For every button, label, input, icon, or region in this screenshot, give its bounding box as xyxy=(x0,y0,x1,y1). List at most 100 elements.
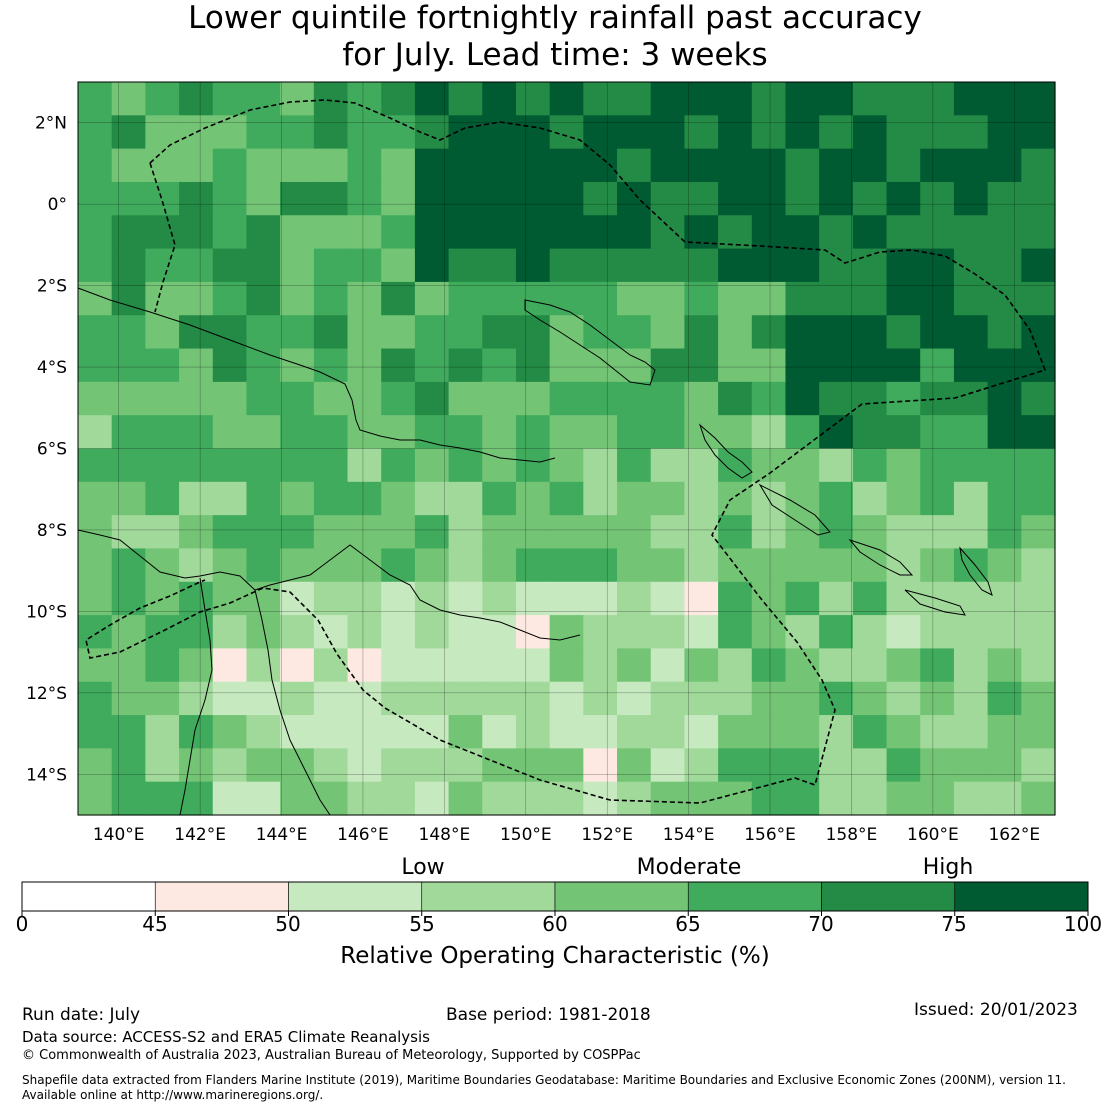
grid-cell xyxy=(179,82,214,116)
grid-cell xyxy=(718,381,753,416)
grid-cell xyxy=(111,515,146,550)
grid-cell xyxy=(78,548,113,583)
coastline-australia-cape-york xyxy=(179,577,213,816)
grid-cell xyxy=(852,415,888,450)
grid-cell xyxy=(212,348,248,383)
grid-cell xyxy=(280,415,315,450)
grid-cell xyxy=(381,548,416,583)
grid-cell xyxy=(751,548,787,583)
issued-date: Issued: 20/01/2023 xyxy=(914,1000,1078,1020)
grid-cell xyxy=(111,115,146,150)
grid-cell xyxy=(347,615,382,650)
lat-tick-label: 2°N xyxy=(35,114,67,134)
grid-cell xyxy=(718,281,753,316)
grid-cell xyxy=(583,181,618,216)
grid-cell xyxy=(1021,448,1056,483)
grid-cell xyxy=(515,148,551,183)
grid-cell xyxy=(347,681,382,716)
grid-cell xyxy=(280,548,315,583)
colorbar-swatch xyxy=(954,881,1089,912)
lon-tick-label: 140°E xyxy=(93,825,145,845)
grid-cell xyxy=(313,248,349,283)
grid-cell xyxy=(212,581,248,616)
grid-cell xyxy=(785,548,820,583)
grid-cell xyxy=(852,115,888,150)
grid-cell xyxy=(381,448,416,483)
grid-cell xyxy=(280,615,315,650)
coastline-new-guinea-north xyxy=(77,287,556,463)
grid-cell xyxy=(1021,248,1056,283)
grid-cell xyxy=(819,281,854,316)
grid-cell xyxy=(313,82,349,116)
grid-cell xyxy=(212,115,248,150)
grid-cell xyxy=(785,681,820,716)
grid-cell xyxy=(515,181,551,216)
grid-cell xyxy=(819,548,854,583)
grid-cell xyxy=(482,315,517,350)
grid-cell xyxy=(280,448,315,483)
grid-cell xyxy=(246,115,281,150)
grid-cell xyxy=(886,715,921,749)
grid-cell xyxy=(987,615,1022,650)
grid-cell xyxy=(650,181,686,216)
lon-tick-label: 160°E xyxy=(907,825,959,845)
lon-tick-label: 152°E xyxy=(581,825,633,845)
grid-cell xyxy=(718,82,753,116)
grid-cell xyxy=(347,281,382,316)
grid-cell xyxy=(751,315,787,350)
grid-cell xyxy=(381,248,416,283)
coastline-solomons-4 xyxy=(959,546,993,596)
grid-cell xyxy=(212,248,248,283)
grid-cell xyxy=(650,315,686,350)
grid-cell xyxy=(920,448,955,483)
grid-cell xyxy=(381,315,416,350)
grid-cell xyxy=(515,315,551,350)
grid-cell xyxy=(718,115,753,150)
grid-cell xyxy=(145,781,180,816)
grid-cell xyxy=(78,448,113,483)
grid-cell xyxy=(852,215,888,250)
colorbar-tick-label: 60 xyxy=(542,912,568,936)
grid-cell xyxy=(448,448,483,483)
grid-cell xyxy=(650,515,686,550)
colorbar-swatch xyxy=(21,881,156,912)
grid-cell xyxy=(448,215,483,250)
grid-cell xyxy=(617,581,652,616)
grid-cell xyxy=(684,248,719,283)
grid-cell xyxy=(246,448,281,483)
grid-cell xyxy=(617,781,652,816)
grid-cell xyxy=(179,181,214,216)
grid-cell xyxy=(448,348,483,383)
grid-cell xyxy=(1021,648,1056,683)
grid-cell xyxy=(179,281,214,316)
grid-cell xyxy=(482,82,517,116)
grid-cell xyxy=(617,148,652,183)
grid-cell xyxy=(785,715,820,749)
grid-cell xyxy=(111,748,146,783)
colorbar-tick-label: 45 xyxy=(142,912,168,936)
grid-cell xyxy=(111,148,146,183)
grid-cell xyxy=(953,215,989,250)
grid-cell xyxy=(617,381,652,416)
grid-cell xyxy=(313,648,349,683)
grid-cell xyxy=(987,548,1022,583)
lon-tick-label: 144°E xyxy=(256,825,308,845)
grid-cell xyxy=(482,381,517,416)
grid-cell xyxy=(819,215,854,250)
grid-cell xyxy=(78,648,113,683)
grid-cell xyxy=(381,181,416,216)
grid-cell xyxy=(347,148,382,183)
grid-cell xyxy=(414,348,450,383)
grid-cell xyxy=(953,748,989,783)
grid-cell xyxy=(920,82,955,116)
grid-cell xyxy=(313,315,349,350)
grid-cell xyxy=(785,648,820,683)
grid-cell xyxy=(751,715,787,749)
grid-cell xyxy=(313,448,349,483)
grid-cell xyxy=(414,248,450,283)
grid-cell xyxy=(78,581,113,616)
grid-cell xyxy=(751,681,787,716)
grid-cell xyxy=(313,548,349,583)
grid-cell xyxy=(313,581,349,616)
grid-cell xyxy=(785,281,820,316)
